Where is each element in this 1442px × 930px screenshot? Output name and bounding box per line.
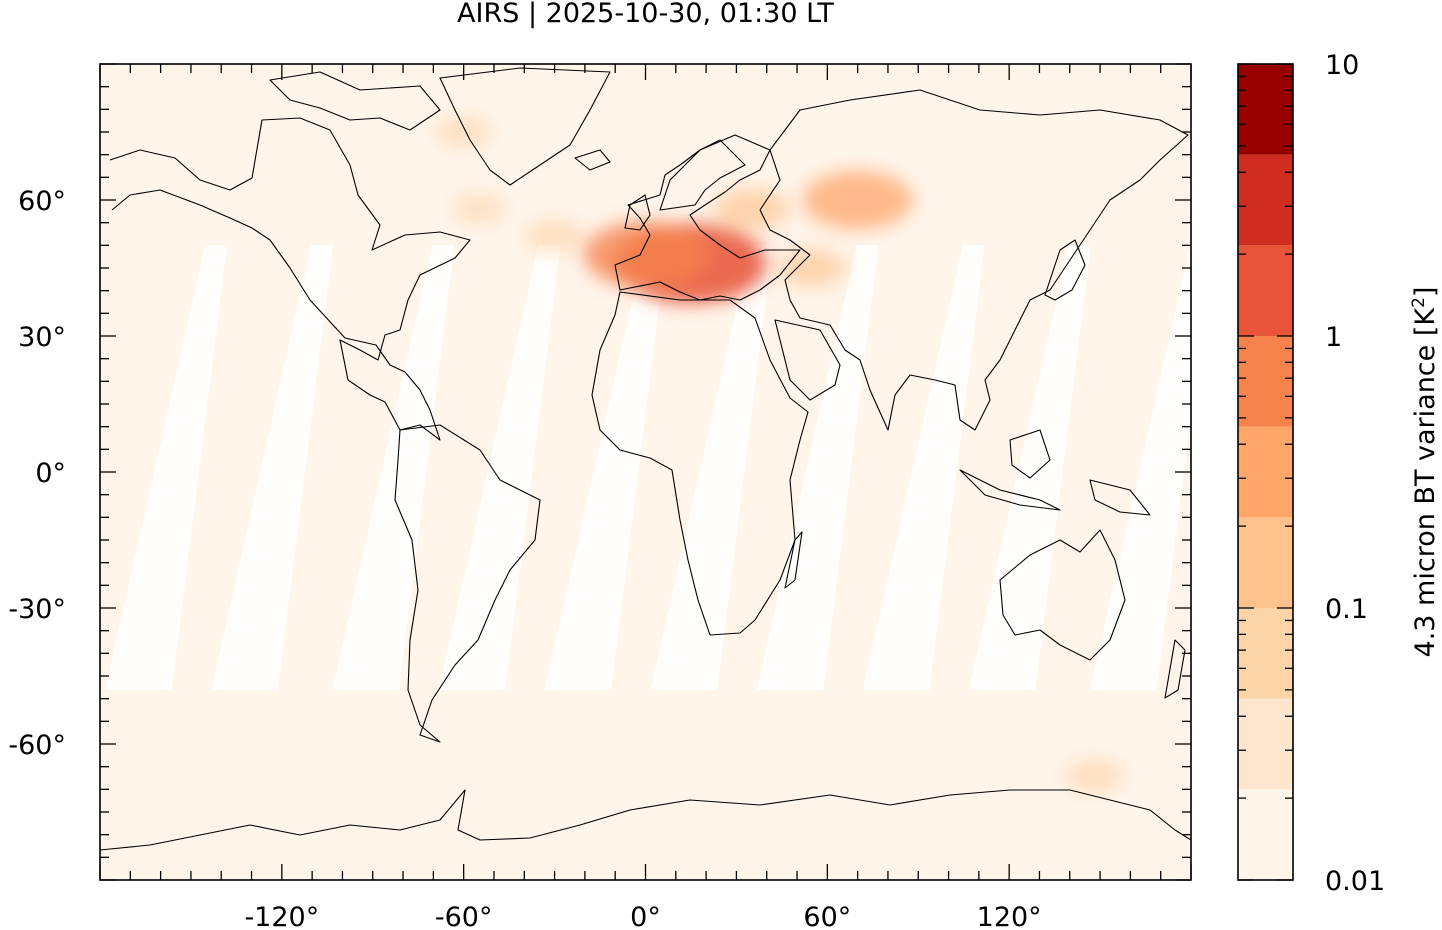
- colorbar-label-text: 4.3 micron BT variance [K: [1410, 307, 1441, 658]
- coast-japan: [1044, 239, 1086, 301]
- hotspot: [451, 193, 506, 225]
- hotspot: [1063, 758, 1125, 793]
- y-tick-label: 0°: [35, 458, 66, 489]
- hotspot: [524, 219, 586, 254]
- swath-gap: [332, 245, 455, 690]
- x-tick-label: -120°: [244, 902, 319, 930]
- x-tick-label: -60°: [435, 902, 493, 930]
- colorbar-frame: [1237, 63, 1294, 881]
- coast-africa: [591, 291, 809, 636]
- colorbar-band: [1238, 245, 1293, 336]
- colorbar-bands: [1238, 64, 1293, 880]
- swath-gap: [650, 245, 773, 690]
- coast-south-america: [394, 424, 541, 743]
- colorbar-band: [1238, 517, 1293, 608]
- swath-gap: [1090, 245, 1191, 690]
- coast-madagascar: [784, 531, 803, 589]
- colorbar-tick-label: 10: [1325, 50, 1359, 81]
- plot-title: AIRS | 2025-10-30, 01:30 LT: [457, 0, 834, 29]
- swath-gap: [105, 245, 228, 690]
- coast-new-zealand: [1164, 639, 1186, 699]
- colorbar-band: [1238, 336, 1293, 427]
- coast-greenland: [439, 67, 611, 186]
- hotspot: [778, 249, 847, 287]
- colorbar-tick-label: 0.01: [1325, 866, 1385, 897]
- coastlines: [100, 67, 1191, 851]
- colorbar: 10 1 0.1 0.01: [1237, 50, 1385, 897]
- y-tick-label: -30°: [8, 594, 66, 625]
- swath-gap: [438, 245, 561, 690]
- map-ticks: [99, 63, 1192, 881]
- colorbar-band: [1238, 789, 1293, 880]
- coast-borneo: [1009, 429, 1051, 479]
- colorbar-band: [1238, 698, 1293, 790]
- coast-north-america: [109, 117, 471, 441]
- coast-new-guinea: [1089, 479, 1151, 516]
- colorbar-tick-label: 0.1: [1325, 594, 1368, 625]
- y-tick-label: 30°: [18, 322, 66, 353]
- coast-arabia: [774, 319, 841, 401]
- colorbar-band: [1238, 426, 1293, 518]
- colorbar-label: 4.3 micron BT variance [K2]: [1409, 287, 1441, 658]
- coast-iceland: [574, 149, 611, 171]
- coast-indonesia: [959, 469, 1061, 511]
- x-tick-label: 60°: [803, 902, 851, 930]
- y-tick-label: 60°: [18, 186, 66, 217]
- hotspot: [435, 115, 493, 149]
- y-tick-label: -60°: [8, 730, 66, 761]
- swath-gap: [211, 245, 334, 690]
- coast-asia: [759, 89, 1189, 431]
- coast-arctic-islands: [269, 71, 441, 131]
- coast-australia: [999, 529, 1126, 661]
- colorbar-label-close: ]: [1410, 286, 1441, 298]
- colorbar-label-exponent: 2: [1409, 297, 1429, 308]
- colorbar-ticks: [1238, 63, 1293, 881]
- colorbar-tick-label: 1: [1325, 322, 1342, 353]
- x-tick-label: 0°: [630, 902, 661, 930]
- map-panel: -120° -60° 0° 60° 120° 60° 30° 0° -30° -60°: [8, 63, 1192, 930]
- y-tick-labels: 60° 30° 0° -30° -60°: [8, 186, 66, 761]
- swath-gap: [968, 245, 1091, 690]
- x-tick-label: 120°: [977, 902, 1042, 930]
- colorbar-band: [1238, 64, 1293, 155]
- colorbar-tick-labels: 10 1 0.1 0.01: [1325, 50, 1385, 897]
- swath-gap: [862, 245, 985, 690]
- hotspot: [714, 188, 790, 230]
- colorbar-band: [1238, 154, 1293, 246]
- swath-gap: [544, 245, 667, 690]
- coast-british-isles: [624, 194, 651, 231]
- colorbar-band: [1238, 608, 1293, 699]
- hotspot: [583, 221, 708, 288]
- hotspot: [802, 170, 913, 230]
- x-tick-labels: -120° -60° 0° 60° 120°: [244, 902, 1041, 930]
- coast-antarctica: [100, 789, 1191, 851]
- coast-scandinavia: [659, 139, 746, 211]
